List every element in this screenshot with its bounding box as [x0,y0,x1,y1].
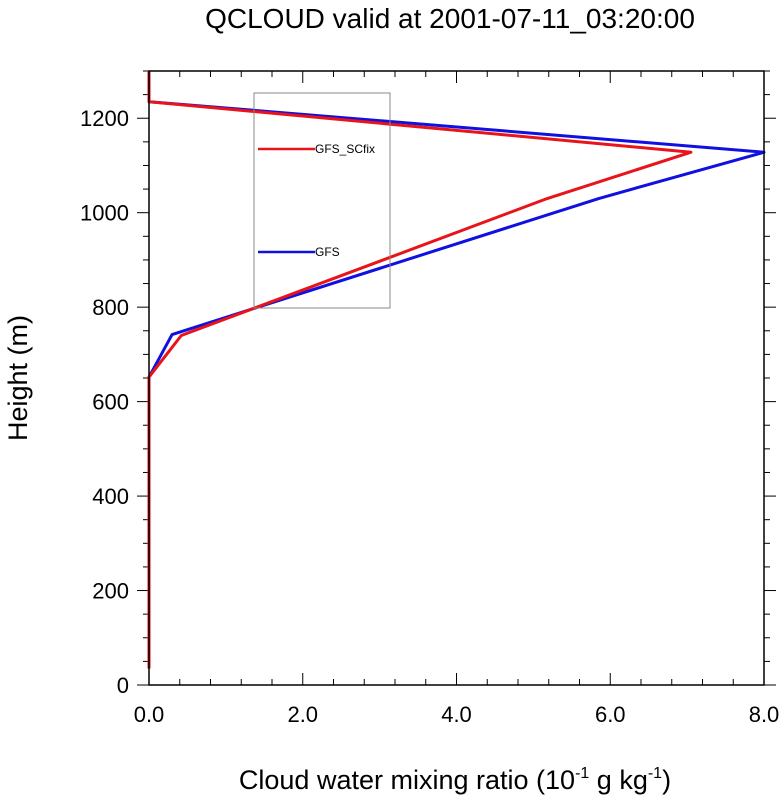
plot-frame [148,70,765,686]
x-tick-label: 0.0 [134,702,165,727]
chart-title: QCLOUD valid at 2001-07-11_03:20:00 [205,3,695,34]
y-tick-label: 200 [92,579,129,604]
y-tick-label: 0 [117,673,129,698]
y-tick-label: 800 [92,295,129,320]
x-tick-label: 2.0 [287,702,318,727]
axis-ticks: 0.0 2.0 4.0 6.0 8.0 0 200 400 600 800 1000 1200 [80,70,780,727]
legend: GFS_SCfix GFS [253,92,391,309]
series-line-gfs-scfix [147,71,693,669]
legend-box [253,92,391,309]
y-tick-label: 1200 [80,106,129,131]
series-lines [147,71,766,669]
y-axis-title: Height (m) [3,315,33,441]
x-axis-title: Cloud water mixing ratio (10-1 g kg-1) [239,765,671,795]
x-tick-label: 6.0 [595,702,626,727]
series-line-gfs [147,71,766,669]
y-tick-label: 600 [92,390,129,415]
x-axis-title-mid: g kg [589,765,648,795]
x-axis-title-exponent-1: -1 [575,765,589,782]
x-axis-title-exponent-2: -1 [648,765,662,782]
x-axis-title-end: ) [662,765,671,795]
y-tick-label: 400 [92,484,129,509]
legend-label: GFS [315,245,340,259]
x-axis-title-main: Cloud water mixing ratio (10 [239,765,575,795]
y-tick-label: 1000 [80,201,129,226]
x-tick-label: 4.0 [441,702,472,727]
x-tick-label: 8.0 [749,702,780,727]
legend-label: GFS_SCfix [315,142,375,156]
